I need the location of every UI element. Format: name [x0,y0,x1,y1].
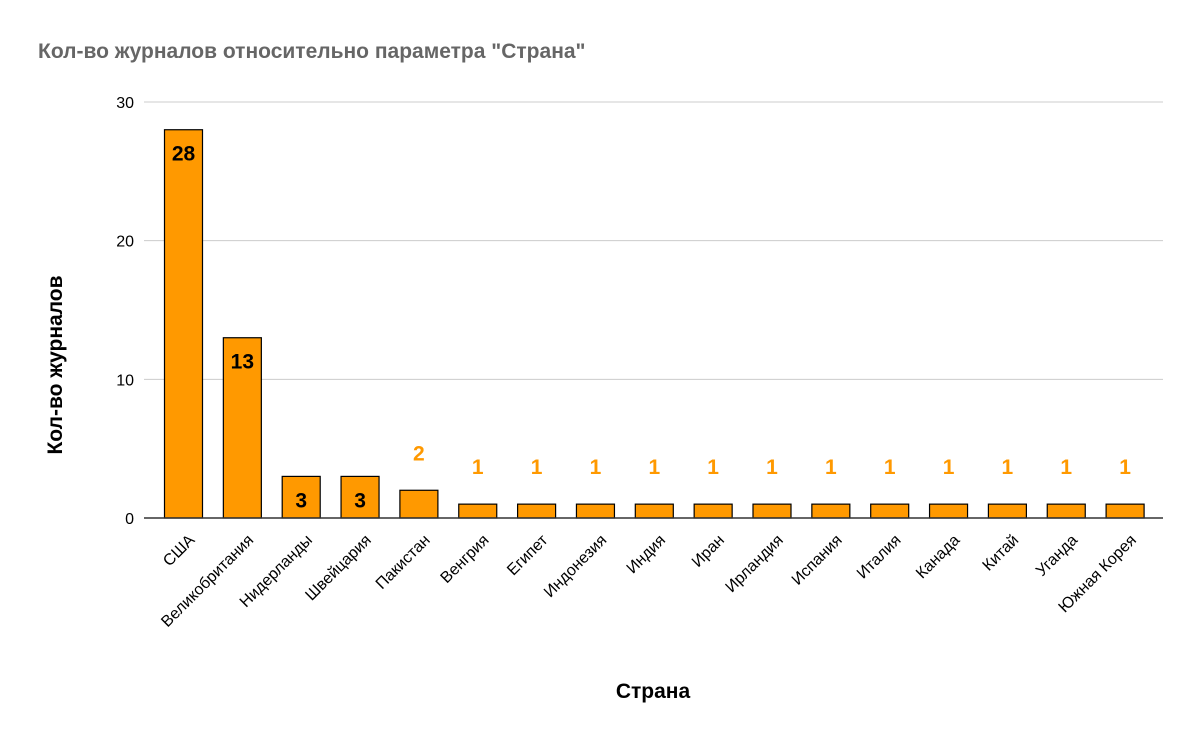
x-tick-label: США [160,532,198,570]
gridlines [144,101,1163,380]
data-label: 1 [707,456,719,479]
bar [752,503,792,519]
data-labels: 28 13 3 3 2 1 1 1 1 1 1 1 1 1 1 1 1 [172,143,1131,513]
data-label: 1 [1119,456,1131,479]
x-tick-label: Уганда [1033,532,1081,580]
y-tick-label: 30 [116,95,134,112]
data-label: 1 [884,456,896,479]
data-label: 1 [648,456,660,479]
bar [870,503,910,519]
data-label: 13 [231,351,254,374]
y-tick-label: 10 [116,372,134,389]
x-tick-label: Канада [913,532,963,582]
data-label: 1 [766,456,778,479]
y-axis-title: Кол-во журналов [44,275,67,454]
x-axis-ticks: СШАВеликобританияНидерландыШвейцарияПаки… [144,517,1163,631]
bar [811,503,851,519]
x-tick-label: Пакистан [373,532,434,593]
bar [516,503,557,519]
x-tick-label: Индия [624,532,669,577]
chart-title: Кол-во журналов относительно параметра "… [38,40,586,63]
data-label: 3 [295,489,307,512]
bar [281,475,321,519]
data-label: 1 [590,456,602,479]
data-label: 28 [172,143,196,166]
bar [634,503,674,519]
data-label: 1 [1060,456,1072,479]
y-tick-label: 20 [116,234,134,251]
bar [399,489,439,519]
bar [458,503,498,519]
bar [1046,503,1086,519]
bar [222,337,262,519]
bar [1105,503,1145,519]
data-label: 1 [825,456,837,479]
x-tick-label: Венгрия [438,532,493,587]
x-tick-label: Египет [504,531,552,579]
data-label: 1 [472,456,484,479]
bar [693,503,733,519]
bar [928,503,969,519]
data-label: 3 [354,489,366,512]
x-tick-label: Италия [854,532,905,583]
y-axis-ticks: 0 10 20 30 [116,95,134,528]
data-label: 1 [531,456,543,479]
data-label: 1 [1002,456,1014,479]
x-tick-label: Испания [789,532,846,589]
data-label: 1 [943,456,955,479]
x-tick-label: Китай [980,532,1023,575]
bar [987,503,1028,519]
bars [163,129,1145,519]
y-tick-label: 0 [125,511,134,528]
x-axis-title: Страна [616,680,691,703]
x-tick-label: Индонезия [541,532,610,601]
x-tick-label: Иран [689,532,728,571]
x-tick-label: Ирландия [723,532,787,596]
bar [163,129,204,519]
bar [575,503,616,519]
data-label: 2 [413,442,425,465]
